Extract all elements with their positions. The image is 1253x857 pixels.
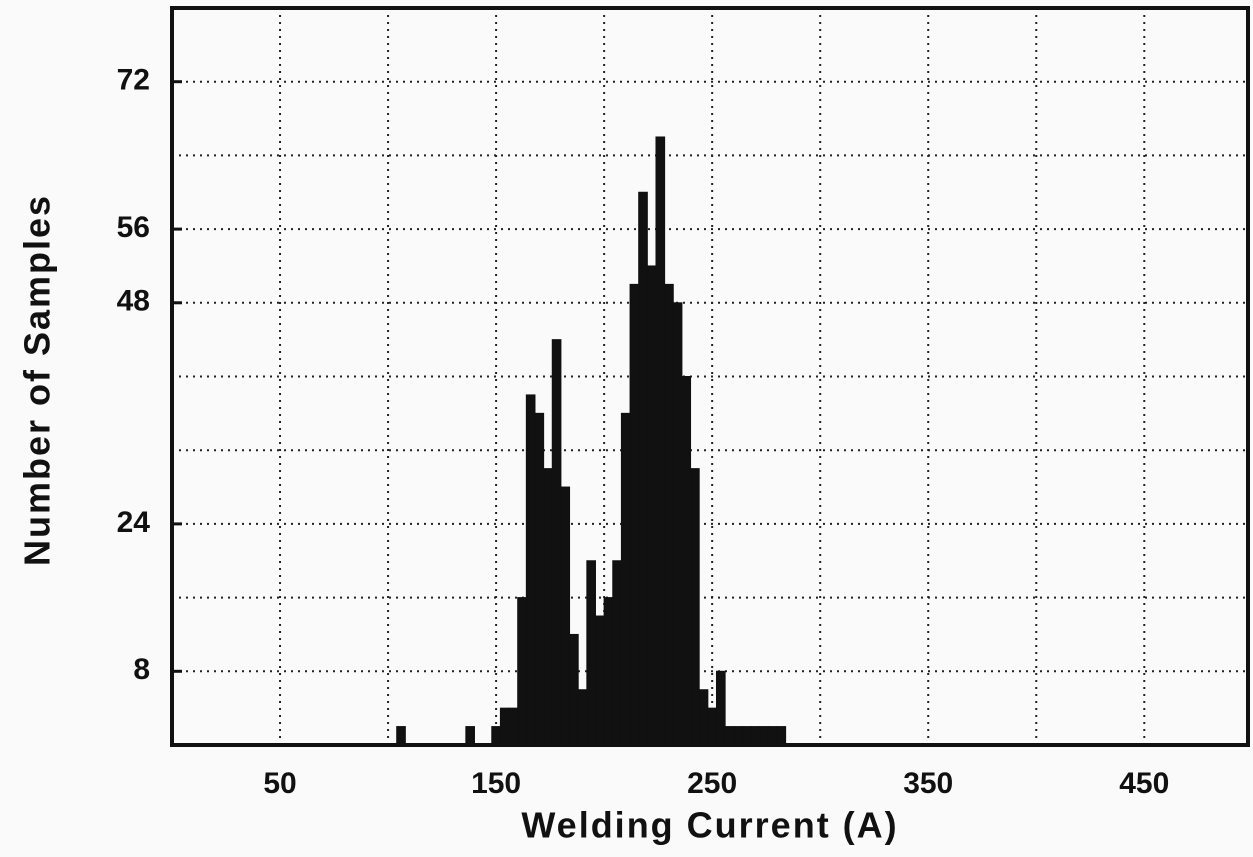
bar (517, 597, 527, 746)
bar (551, 339, 562, 746)
bar (543, 468, 553, 746)
bar (534, 412, 545, 746)
bar (664, 283, 674, 746)
bar (672, 302, 683, 746)
bar (741, 726, 752, 746)
bar (646, 265, 657, 746)
bar (724, 726, 735, 746)
bar (612, 560, 622, 746)
y-tick-label: 56 (117, 211, 150, 244)
y-tick-label: 72 (117, 64, 150, 97)
bar (499, 707, 510, 746)
bar (776, 726, 787, 746)
bar (586, 560, 596, 746)
y-axis-label: Number of Samples (17, 194, 58, 566)
bar (715, 670, 726, 746)
y-tick-label: 8 (133, 653, 150, 686)
bar (733, 726, 743, 746)
bar (603, 597, 614, 746)
bar (655, 136, 666, 746)
x-tick-label: 350 (903, 767, 953, 800)
bar (638, 191, 648, 746)
y-tick-label: 48 (117, 285, 150, 318)
bar (577, 689, 588, 746)
bar (750, 726, 761, 746)
bar (681, 376, 692, 746)
bar (767, 726, 778, 746)
bar (707, 707, 717, 746)
bar (569, 633, 579, 746)
x-tick-label: 450 (1119, 767, 1169, 800)
bar (620, 412, 631, 746)
bar (491, 726, 501, 746)
bar (759, 726, 769, 746)
x-tick-label: 250 (687, 767, 737, 800)
x-tick-label: 150 (471, 767, 521, 800)
bar (396, 726, 406, 746)
bar (525, 394, 536, 746)
y-tick-label: 24 (117, 506, 151, 539)
x-axis-label: Welding Current (A) (521, 805, 898, 846)
bar (690, 468, 700, 746)
bar (594, 615, 605, 746)
x-tick-label: 50 (263, 767, 296, 800)
bar (698, 689, 709, 746)
bar (560, 486, 571, 746)
bar (629, 283, 640, 746)
bar (465, 726, 475, 746)
plot-frame (170, 6, 1250, 747)
bar (508, 707, 519, 746)
